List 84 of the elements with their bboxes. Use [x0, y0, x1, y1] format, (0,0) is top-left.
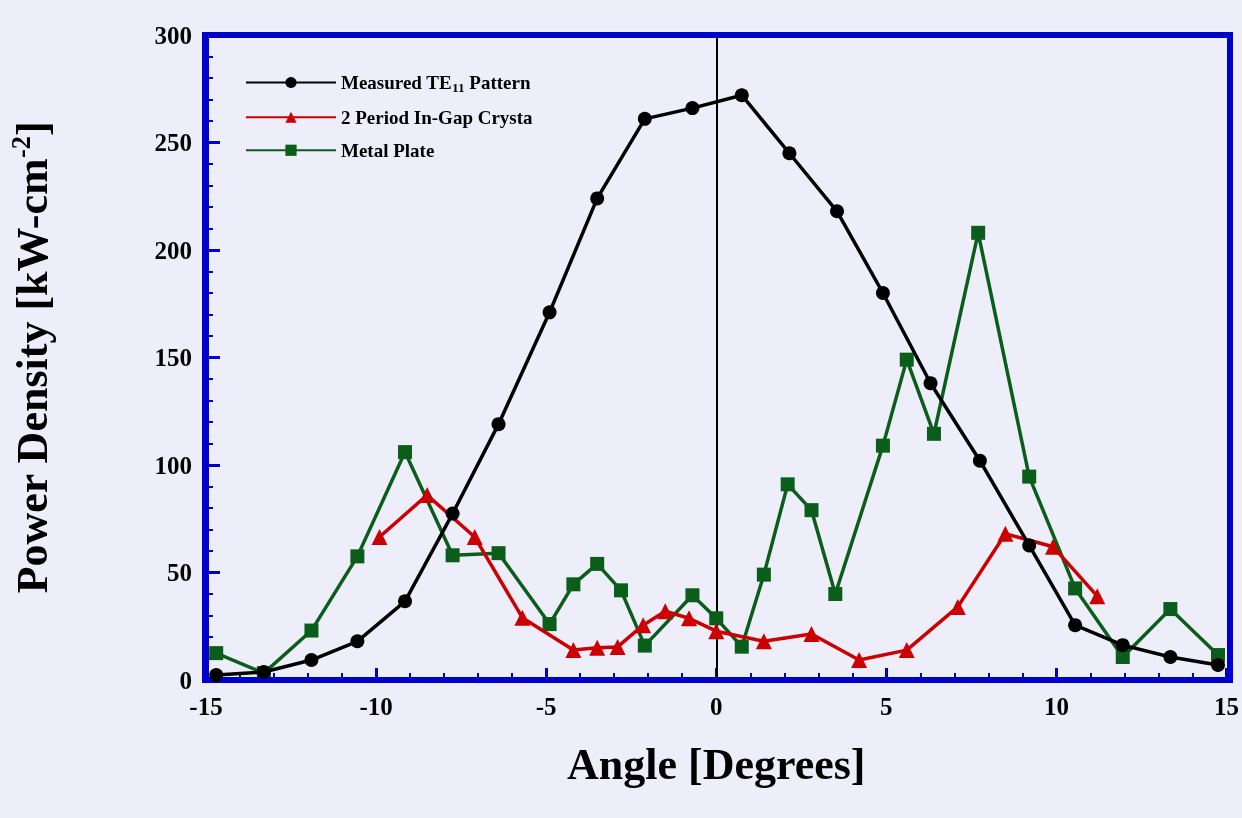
point — [589, 639, 606, 656]
point — [830, 204, 845, 219]
point — [590, 556, 605, 571]
point — [445, 548, 460, 563]
point — [1163, 602, 1178, 617]
point — [828, 587, 843, 601]
point — [371, 529, 388, 546]
point — [949, 598, 966, 615]
point — [804, 503, 819, 518]
point — [926, 426, 941, 441]
point — [398, 594, 412, 609]
y-tick-label: 300 — [154, 21, 192, 49]
point — [637, 638, 652, 653]
y-tick-label: 0 — [179, 666, 192, 694]
point — [1068, 618, 1083, 633]
point — [614, 583, 628, 598]
point — [1163, 650, 1178, 664]
point — [304, 653, 319, 667]
point — [1045, 538, 1062, 555]
point — [708, 623, 725, 640]
x-tick-label: 5 — [880, 693, 893, 720]
point — [851, 652, 868, 669]
point — [1022, 538, 1037, 553]
point — [1115, 638, 1130, 653]
point — [1022, 469, 1037, 484]
point — [209, 668, 224, 683]
point — [1068, 581, 1083, 596]
point — [997, 525, 1014, 542]
y-tick-label: 250 — [154, 129, 192, 156]
point — [734, 88, 749, 103]
y-tick-label: 150 — [154, 344, 192, 371]
point — [565, 641, 582, 658]
y-axis-title: Power Density [kW-cm-2] — [6, 121, 57, 594]
point — [350, 634, 365, 649]
point — [875, 286, 890, 300]
point — [782, 146, 797, 161]
x-tick-label: 10 — [1043, 693, 1069, 720]
point — [1089, 588, 1106, 605]
point — [898, 642, 915, 659]
x-tick-label: -15 — [189, 693, 223, 720]
point — [609, 638, 626, 655]
point — [709, 611, 724, 626]
point — [350, 549, 365, 564]
point — [635, 617, 652, 634]
point — [514, 609, 531, 626]
point — [734, 639, 749, 654]
point — [1211, 657, 1225, 672]
x-tick-label: 15 — [1214, 693, 1239, 720]
point — [566, 577, 581, 592]
legend-label: Metal Plate — [341, 139, 435, 161]
point — [491, 417, 506, 432]
point — [542, 617, 557, 632]
point — [756, 567, 771, 582]
point — [491, 546, 506, 561]
point — [923, 376, 938, 391]
point — [875, 438, 890, 453]
point — [445, 506, 460, 521]
point — [972, 453, 987, 468]
point — [657, 603, 674, 620]
point — [899, 352, 914, 367]
x-tick-label: -10 — [359, 693, 393, 720]
y-tick-label: 200 — [154, 236, 192, 264]
point — [1115, 649, 1130, 664]
point — [419, 487, 436, 504]
point — [685, 101, 700, 116]
x-tick-label: -5 — [535, 693, 557, 720]
point — [803, 625, 820, 642]
point — [304, 623, 319, 638]
legend-label: 2 Period In-Gap Crysta — [341, 106, 534, 128]
point — [466, 529, 483, 546]
point — [542, 305, 557, 320]
point — [637, 111, 652, 126]
point — [755, 633, 772, 650]
point — [590, 191, 605, 206]
point — [685, 588, 700, 603]
point — [681, 610, 698, 627]
point — [398, 445, 412, 460]
x-axis-title: Angle [Degrees] — [566, 739, 866, 789]
point — [971, 225, 986, 240]
y-tick-label: 50 — [167, 559, 192, 586]
point — [780, 477, 795, 492]
x-tick-label: 0 — [710, 693, 723, 720]
y-tick-label: 100 — [154, 451, 192, 479]
point — [209, 646, 224, 661]
